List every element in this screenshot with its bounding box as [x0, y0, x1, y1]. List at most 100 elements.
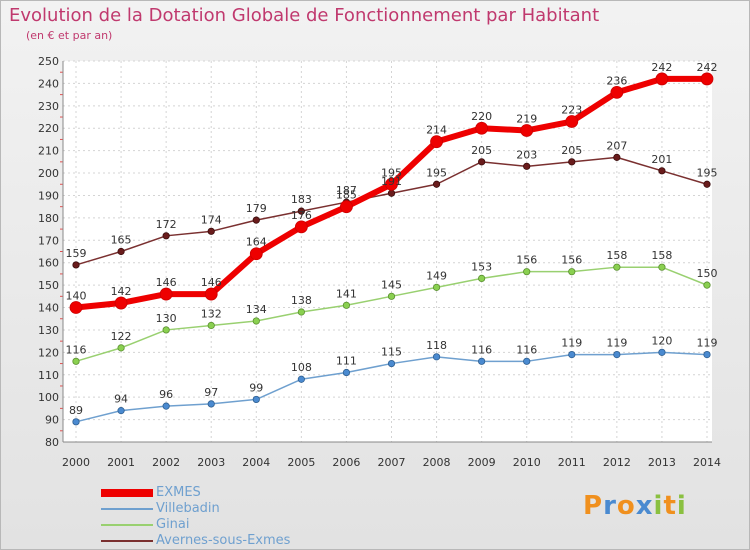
y-tick-label: 200 — [38, 167, 59, 180]
data-label-avernes: 201 — [651, 153, 672, 166]
point-ginai — [162, 326, 170, 334]
point-villebadin — [342, 368, 351, 377]
x-tick-label: 2000 — [62, 456, 90, 469]
data-label-ginai: 130 — [156, 312, 177, 325]
data-label-villebadin: 94 — [114, 393, 128, 406]
logo-letter: t — [663, 491, 677, 521]
data-label-exmes: 146 — [201, 276, 222, 289]
point-villebadin — [613, 350, 621, 359]
point-villebadin — [478, 357, 486, 365]
legend-swatch-villebadin — [101, 508, 153, 510]
chart-title: Evolution de la Dotation Globale de Fonc… — [9, 5, 600, 26]
data-label-ginai: 158 — [606, 249, 627, 262]
data-label-exmes: 142 — [111, 285, 132, 298]
y-tick-label: 190 — [38, 189, 59, 202]
point-villebadin — [252, 395, 260, 404]
x-tick-label: 2011 — [558, 456, 586, 469]
data-label-villebadin: 119 — [697, 337, 718, 350]
legend-label-ginai: Ginai — [156, 517, 190, 532]
data-label-ginai: 158 — [651, 249, 672, 262]
point-avernes — [703, 180, 711, 188]
point-ginai — [117, 344, 125, 352]
point-exmes — [114, 296, 128, 310]
data-label-villebadin: 116 — [516, 343, 537, 356]
legend-label-villebadin: Villebadin — [156, 501, 220, 516]
data-label-avernes: 159 — [66, 247, 87, 260]
chart-subtitle: (en € et par an) — [26, 29, 113, 42]
data-label-ginai: 122 — [111, 330, 132, 343]
point-exmes — [385, 177, 398, 191]
point-ginai — [523, 268, 531, 276]
x-tick-label: 2003 — [197, 456, 225, 469]
point-avernes — [297, 207, 305, 215]
y-tick-label: 240 — [38, 77, 59, 90]
logo-letter: i — [676, 491, 687, 521]
point-avernes — [207, 227, 215, 235]
point-exmes — [204, 287, 218, 301]
point-exmes — [655, 72, 669, 86]
logo-letter: r — [603, 491, 617, 521]
point-avernes — [658, 167, 666, 175]
data-label-avernes: 172 — [156, 218, 177, 231]
data-label-exmes: 220 — [471, 110, 492, 123]
y-tick-label: 250 — [38, 55, 59, 68]
point-ginai — [658, 263, 666, 271]
point-villebadin — [207, 400, 215, 408]
y-tick-label: 130 — [38, 324, 59, 337]
data-label-avernes: 165 — [111, 234, 132, 247]
point-exmes — [430, 135, 443, 149]
point-ginai — [342, 301, 351, 309]
point-ginai — [297, 308, 305, 316]
data-label-villebadin: 96 — [159, 388, 173, 401]
y-tick-label: 80 — [45, 436, 59, 449]
point-villebadin — [297, 375, 305, 383]
point-villebadin — [658, 348, 666, 356]
data-label-exmes: 146 — [156, 276, 177, 289]
data-label-avernes: 203 — [516, 148, 537, 161]
x-tick-label: 2012 — [603, 456, 631, 469]
data-label-villebadin: 120 — [651, 334, 672, 347]
data-label-villebadin: 118 — [426, 339, 447, 352]
point-avernes — [387, 189, 396, 197]
point-villebadin — [117, 407, 125, 415]
point-ginai — [252, 317, 260, 325]
x-tick-label: 2010 — [513, 456, 541, 469]
legend-swatch-ginai — [101, 524, 153, 526]
data-label-ginai: 156 — [561, 254, 582, 267]
point-exmes — [565, 115, 579, 128]
data-label-villebadin: 108 — [291, 361, 312, 374]
y-tick-label: 100 — [38, 391, 59, 404]
data-label-exmes: 236 — [606, 74, 627, 87]
proxiti-logo: Proxiti — [583, 491, 687, 521]
y-tick-label: 230 — [38, 100, 59, 113]
y-tick-label: 150 — [38, 279, 59, 292]
data-label-avernes: 174 — [201, 213, 222, 226]
data-label-exmes: 185 — [336, 189, 357, 202]
data-label-exmes: 164 — [246, 236, 267, 249]
data-label-villebadin: 97 — [204, 386, 218, 399]
data-label-villebadin: 111 — [336, 355, 357, 368]
legend-label-avernes: Avernes-sous-Exmes — [156, 533, 291, 548]
point-avernes — [478, 158, 486, 166]
logo-letter: i — [653, 491, 664, 521]
point-villebadin — [703, 350, 711, 359]
point-exmes — [520, 124, 534, 137]
data-label-avernes: 183 — [291, 193, 312, 206]
data-label-ginai: 116 — [66, 343, 87, 356]
data-label-ginai: 145 — [381, 278, 402, 291]
data-label-ginai: 153 — [471, 260, 492, 273]
y-tick-label: 170 — [38, 234, 59, 247]
y-tick-label: 90 — [45, 414, 59, 427]
legend-swatch-exmes — [101, 489, 153, 497]
point-exmes — [610, 85, 624, 99]
point-ginai — [432, 283, 441, 291]
logo-letter: x — [635, 491, 654, 521]
data-label-avernes: 191 — [381, 175, 402, 188]
data-labels: 140 142 146 146 164 176 185 195 214 220 219 223 236 2… — [66, 61, 718, 417]
data-label-avernes: 187 — [336, 184, 357, 197]
point-ginai — [478, 274, 486, 282]
data-label-ginai: 156 — [516, 254, 537, 267]
point-exmes — [475, 121, 489, 135]
logo-letter: o — [616, 491, 636, 521]
